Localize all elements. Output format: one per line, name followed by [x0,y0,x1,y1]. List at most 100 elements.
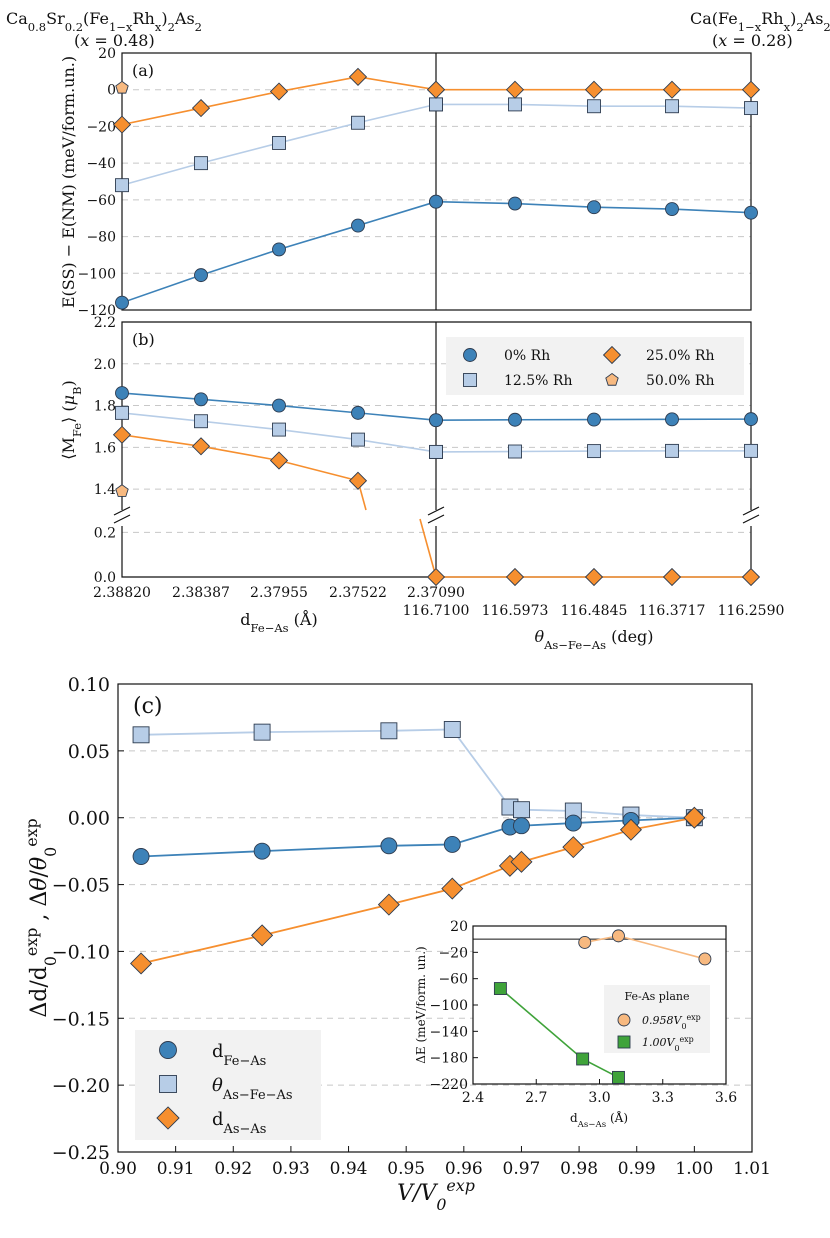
panel-c-frame [117,683,753,1153]
ytick-label: 2.0 [94,357,116,373]
data-point [272,398,286,413]
data-point [510,850,533,873]
header-right-x: (x = 0.28) [712,31,793,50]
series-drop-line [419,518,437,578]
xtick-label: 116.7100 [403,603,470,619]
data-point [741,80,761,99]
data-point [665,443,679,458]
data-point [508,444,522,459]
inset-xlabel: dAs−As (Å) [570,1110,628,1130]
ytick-label: −0.25 [52,1142,110,1164]
data-point [348,471,368,490]
ytick-label: 0.05 [68,741,110,763]
legend-marker [617,1035,631,1049]
legend-label: 1.00V0exp [642,1035,694,1053]
xtick-label: 0.93 [272,1159,310,1179]
legend-marker [605,372,619,386]
data-point [115,178,129,193]
ytick-label: −60 [438,972,468,988]
legend-label: 0% Rh [504,348,550,364]
data-point [665,99,679,114]
panel-c-legend-items: dFe−As θAs−Fe−As dAs−As [156,1041,293,1137]
xtick-label: 3.0 [588,1090,610,1106]
data-point [587,200,601,215]
data-point [429,97,443,112]
ytick-label: −0.10 [52,941,110,963]
xtick-label: 0.92 [214,1159,252,1179]
data-point [194,392,208,407]
panel-c-xlabel: V/V0exp [397,1176,475,1214]
legend-marker [602,345,622,365]
header-right-formula: Ca(Fe1−xRhx)2As2 [690,9,830,34]
ytick-label: −60 [86,193,116,209]
data-point [562,836,585,859]
data-point [426,80,446,99]
data-point [191,437,211,456]
data-point [115,405,129,420]
data-point [191,98,211,118]
data-point [665,202,679,216]
xtick-label: 2.38387 [172,585,230,601]
panel-b-ylabel: ⟨MFe⟩ (μB) [59,380,84,460]
xtick-label: 1.00 [675,1159,713,1179]
break-mark [742,506,760,516]
series-line [141,728,695,819]
data-point [584,567,604,587]
xtick-label: 2.7 [525,1090,547,1106]
ytick-label: −180 [430,1051,468,1067]
xtick-label: 3.6 [715,1090,737,1106]
panel-c-legend: dFe−As θAs−Fe−As dAs−As [135,1030,321,1140]
data-point [429,413,443,428]
inset-series [493,929,712,1084]
data-point [132,726,150,744]
data-point [587,444,601,459]
panel-b-legend-items: 0% Rh 12.5% Rh 25.0% Rh 50.0% Rh [463,345,714,389]
panel-b-xlabel-right: θAs−Fe−As (deg) [534,627,653,652]
data-point [429,194,443,209]
break-mark [427,506,445,516]
panel-c-series [130,721,706,975]
xtick-label: 0.96 [445,1159,483,1179]
data-point [115,80,129,94]
xtick-label: 0.90 [99,1159,137,1179]
panel-a-grid [122,89,751,274]
data-point [576,1052,590,1066]
panel-b-grid [122,363,751,533]
xtick-label: 2.37955 [250,585,308,601]
data-point [380,837,398,855]
data-point [505,80,525,99]
ytick-label: 1.4 [94,482,116,498]
data-point [508,412,522,427]
break-mark [742,514,760,524]
panel-c-label: (c) [133,694,163,719]
ytick-label: −140 [430,1024,468,1040]
data-point [612,929,625,943]
data-point [194,268,208,283]
data-point [351,405,365,420]
inset-xticks: 2.4 2.7 3.0 3.3 3.6 [462,1079,737,1106]
data-point [665,412,679,427]
legend-label: θAs−Fe−As [212,1075,293,1103]
panel-b-label: (b) [132,330,155,349]
xtick-label: 2.37522 [329,585,387,601]
panel-b: 2.2 2.0 1.8 1.6 1.4 0.2 0.0 2.38820 2.38387 2.37… [59,315,784,652]
ytick-label: 20 [98,46,116,62]
data-point [578,936,592,949]
xtick-label: 0.91 [157,1159,195,1179]
ytick-label: 1.6 [94,440,116,456]
break-mark [113,506,131,516]
xtick-label: 1.01 [733,1159,771,1179]
ytick-label: 0.0 [94,570,116,586]
data-point [269,82,289,101]
ytick-label: −80 [86,230,116,246]
legend-marker [617,1013,631,1027]
data-point [251,924,274,947]
xtick-label: 116.3717 [639,603,706,619]
data-point [348,67,368,86]
data-point [351,218,365,233]
xtick-label: 116.5973 [482,603,549,619]
ytick-label: 0.00 [68,808,110,830]
xtick-label: 0.95 [387,1159,425,1179]
panel-b-yticks: 2.2 2.0 1.8 1.6 1.4 0.2 0.0 [94,315,116,586]
series-line [121,434,359,482]
